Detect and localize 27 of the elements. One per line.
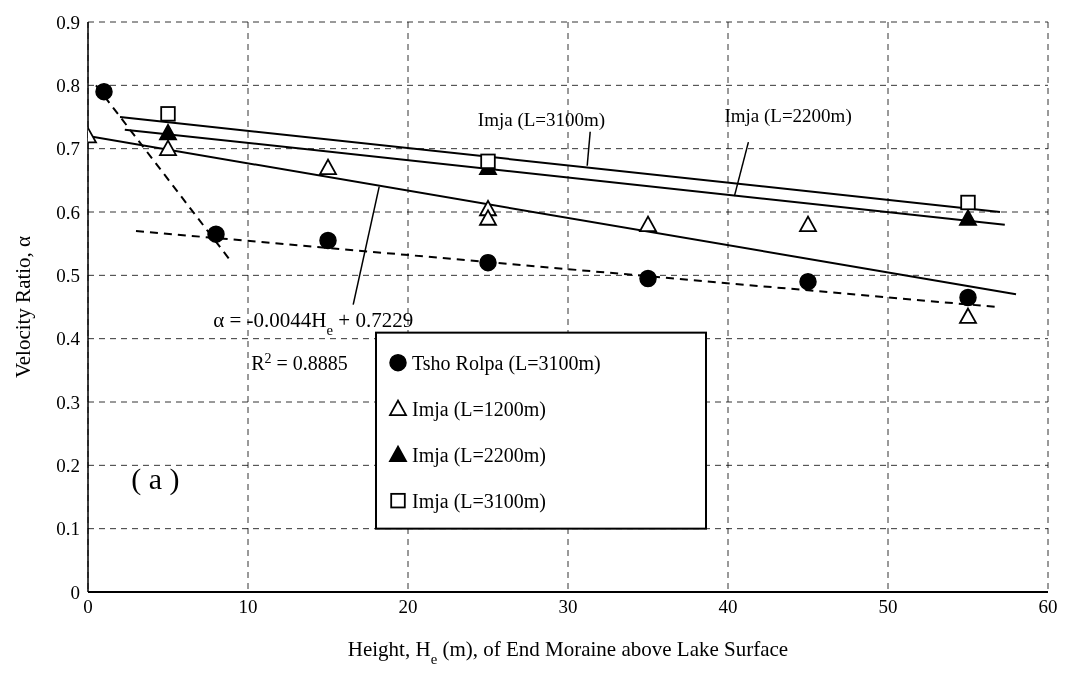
y-tick-label: 0.1	[56, 518, 80, 540]
y-tick-label: 0.4	[56, 328, 81, 350]
legend-label: Imja (L=2200m)	[412, 443, 547, 467]
y-axis-title: Velocity Ratio, α	[11, 235, 35, 379]
x-tick-label: 50	[878, 596, 898, 618]
x-tick-label: 40	[718, 596, 738, 618]
legend-label: Imja (L=3100m)	[412, 489, 547, 513]
y-tick-label: 0.6	[56, 201, 80, 223]
annotation: Imja (L=2200m)	[724, 105, 852, 128]
legend-label: Imja (L=1200m)	[412, 397, 547, 421]
x-axis-title: Height, H$_{e}$ (m), of End Moraine above Lake Surface	[347, 637, 789, 667]
annotation: α = -0.0044H$_{e}$ + 0.7229	[213, 307, 414, 338]
y-tick-label: 0.2	[56, 455, 80, 477]
y-tick-label: 0.8	[56, 75, 80, 97]
x-tick-label: 30	[558, 596, 578, 618]
y-tick-label: 0.9	[56, 11, 80, 33]
annotation: ( a )	[131, 462, 180, 497]
y-tick-label: 0.3	[56, 391, 80, 413]
legend-label: Tsho Rolpa (L=3100m)	[412, 351, 601, 375]
x-tick-label: 60	[1038, 596, 1058, 618]
y-tick-label: 0	[70, 581, 80, 603]
x-tick-label: 20	[398, 596, 418, 618]
x-tick-label: 10	[238, 596, 258, 618]
annotation: R$^{2}$ = 0.8885	[251, 350, 348, 374]
annotation: Imja (L=3100m)	[477, 108, 606, 131]
y-tick-label: 0.5	[56, 265, 80, 287]
y-tick-label: 0.7	[56, 138, 80, 160]
